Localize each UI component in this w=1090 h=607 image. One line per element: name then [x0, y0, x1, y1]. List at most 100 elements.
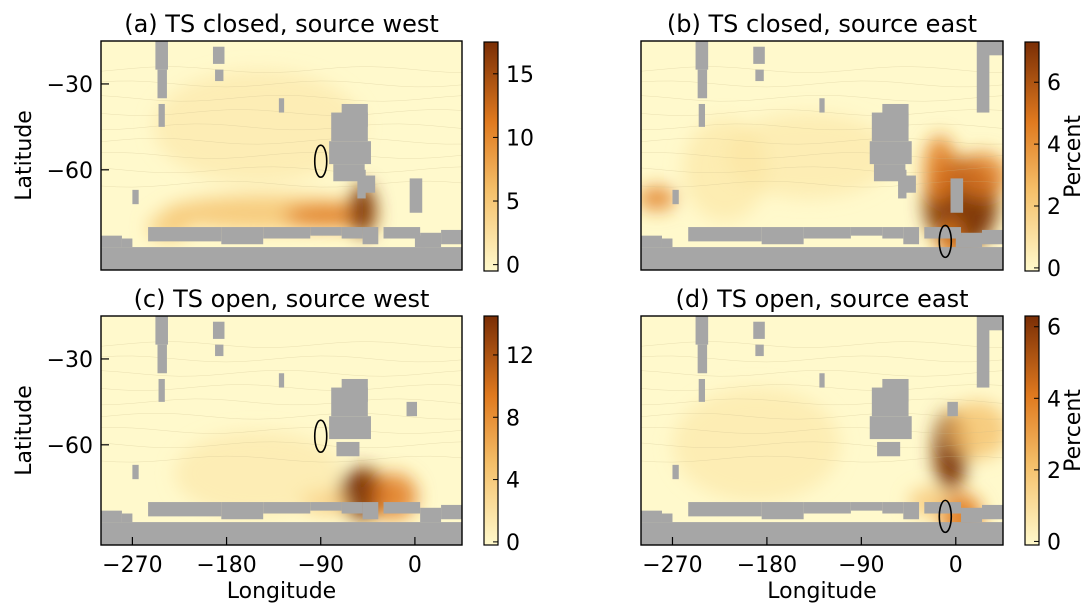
x-tick-label: −90 — [838, 553, 884, 578]
panel-title: (b) TS closed, source east — [667, 10, 977, 38]
land-cell — [362, 175, 376, 193]
land-cell — [215, 69, 224, 82]
x-tick-label: −270 — [642, 553, 702, 578]
land-cell — [850, 502, 883, 511]
colorbar-c: 0 4 8 12 — [483, 315, 534, 556]
y-axis-label: Latitude — [12, 110, 37, 201]
land-cell — [132, 189, 139, 205]
colorbar-tick-label: 15 — [506, 63, 534, 88]
axes-frame — [640, 40, 1004, 271]
land-mask — [101, 316, 462, 545]
land-cell — [158, 103, 165, 127]
release-location-ellipse — [313, 144, 328, 179]
land-cell — [221, 502, 264, 520]
land-cell — [761, 502, 804, 520]
concentration-blob — [724, 112, 893, 199]
land-cell — [641, 235, 662, 248]
land-cell — [873, 164, 906, 182]
land-cell — [753, 46, 765, 64]
concentration-blob — [641, 186, 676, 210]
land-cell — [263, 502, 311, 514]
land-cell — [882, 502, 904, 514]
release-location-ellipse — [313, 419, 328, 454]
land-cell — [755, 344, 764, 357]
panel-a: (a) TS closed, source west −30 −60 Latitude… — [12, 10, 534, 279]
land-cell — [441, 229, 462, 245]
y-tick-label: −60 — [47, 434, 93, 459]
concentration-blob — [672, 387, 841, 503]
x-tick-label: −180 — [196, 553, 256, 578]
x-axis-label: Longitude — [767, 579, 876, 604]
land-cell — [101, 522, 462, 545]
concentration-blob — [955, 152, 1003, 199]
axes-frame — [640, 315, 1004, 546]
land-cell — [441, 504, 462, 520]
x-tick-label: −180 — [737, 553, 797, 578]
panel-title: (c) TS open, source west — [134, 285, 430, 313]
x-tick-label: 0 — [408, 553, 422, 578]
land-cell — [803, 502, 851, 514]
land-cell — [212, 46, 225, 64]
land-cell — [383, 227, 421, 239]
colorbar-a: 0 5 10 15 — [483, 41, 534, 279]
land-cell — [803, 227, 851, 239]
panel-d: (d) TS open, source east −270 −180 −90 0 Long… — [640, 285, 1086, 604]
land-cell — [819, 373, 825, 388]
streamfunction-contours — [101, 341, 462, 463]
land-cell — [121, 513, 133, 523]
release-location-ellipse — [938, 224, 953, 259]
land-cell — [221, 227, 264, 245]
land-cell — [947, 401, 958, 417]
land-cell — [903, 227, 920, 245]
land-cell — [924, 227, 962, 239]
land-cell — [155, 316, 168, 345]
land-cell — [695, 41, 709, 70]
concentration-blob — [153, 69, 363, 185]
colorbar-d: 0 2 4 6 Percent — [1024, 315, 1086, 555]
land-cell — [877, 441, 901, 457]
panel-c: (c) TS open, source west −30 −60 Latitude −2… — [12, 285, 534, 604]
land-cell — [641, 510, 662, 523]
land-cell — [982, 504, 1003, 520]
colorbar-tick-label: 5 — [506, 190, 520, 215]
land-cell — [336, 441, 360, 457]
land-cell — [212, 321, 225, 339]
map-area-c — [101, 316, 462, 545]
land-cell — [651, 32, 657, 41]
land-cell — [688, 227, 762, 242]
colorbar-gradient — [1024, 315, 1040, 546]
colorbar-label: Percent — [1061, 115, 1086, 198]
x-tick-label: −90 — [298, 553, 344, 578]
land-cell — [341, 502, 363, 514]
concentration-blob — [350, 184, 376, 236]
panel-title: (d) TS open, source east — [676, 285, 969, 313]
colorbar-tick-label: 10 — [506, 126, 534, 151]
concentration-blob — [174, 430, 342, 517]
colorbar-gradient — [1024, 41, 1040, 272]
land-cell — [871, 112, 909, 142]
land-cell — [331, 112, 368, 142]
land-cell — [155, 41, 168, 70]
colorbar-gradient — [483, 41, 499, 272]
colorbar-gradient — [483, 315, 499, 546]
x-axis-label: Longitude — [227, 579, 336, 604]
colorbar-label: Percent — [1061, 389, 1086, 472]
land-cell — [341, 227, 363, 239]
y-tick-label: −30 — [47, 348, 93, 373]
land-cell — [101, 247, 462, 270]
land-cell — [987, 316, 1003, 331]
panel-title: (a) TS closed, source west — [124, 10, 439, 38]
land-cell — [903, 502, 920, 520]
land-cell — [101, 235, 122, 248]
colorbar-tick-label: 0 — [1047, 257, 1061, 282]
land-cell — [869, 416, 912, 440]
colorbar-tick-label: 8 — [506, 406, 520, 431]
land-cell — [697, 344, 708, 374]
land-cell — [850, 227, 883, 236]
land-cell — [819, 98, 825, 113]
land-cell — [961, 232, 983, 248]
axes-frame — [100, 40, 463, 271]
land-cell — [329, 416, 371, 440]
land-cell — [357, 169, 366, 199]
